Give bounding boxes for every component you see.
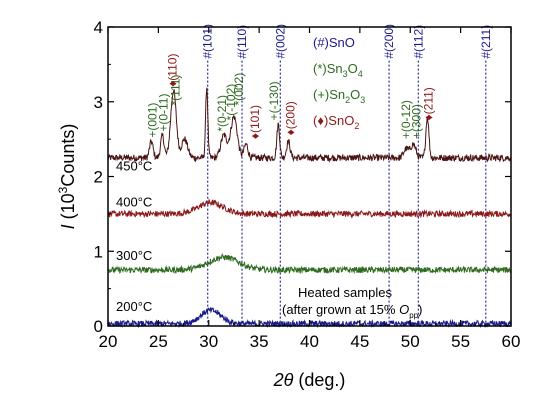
peak-annotation-4: ♦(110) (165, 54, 179, 87)
x-tick-label-2: 25 (149, 332, 168, 351)
x-tick-label-6: 45 (350, 332, 369, 351)
y-tick-label-5: 4 (94, 18, 103, 37)
reference-label-5: #(112) (411, 25, 425, 59)
reference-label-4: #(200) (382, 24, 396, 59)
legend-entry-1: (#)SnO (313, 35, 355, 50)
x-axis-title: 2θ (deg.) (273, 370, 346, 390)
peak-annotation-12: +(300) (409, 104, 423, 139)
series-line-1 (107, 87, 512, 163)
peak-annotation-11: +(0-12) (399, 100, 413, 139)
x-tick-label-1: 20 (99, 332, 118, 351)
x-tick-label-4: 35 (250, 332, 269, 351)
peak-annotation-6: *(-102) (224, 84, 238, 121)
series-line-2 (107, 198, 512, 219)
peak-annotation-2: +(0-11) (156, 94, 170, 132)
legend-entry-2: (*)Sn3O4 (313, 61, 363, 79)
temperature-label-1: 450°C (116, 159, 152, 174)
y-tick-label-3: 2 (94, 168, 103, 187)
x-tick-label-5: 40 (300, 332, 319, 351)
peak-annotation-5: *(0-21) (215, 95, 229, 132)
temperature-label-3: 300°C (116, 248, 152, 263)
x-tick-label-3: 30 (199, 332, 218, 351)
temperature-label-2: 400°C (116, 194, 152, 209)
peak-annotation-3: *(111) (169, 75, 183, 106)
peak-annotation-10: ♦(200) (283, 101, 297, 135)
peak-annotation-7: *(002) (232, 73, 246, 106)
peak-annotation-8: ♦(101) (248, 105, 262, 139)
x-tick-label-9: 60 (502, 332, 521, 351)
x-tick-label-8: 55 (451, 332, 470, 351)
y-axis-title: I (103Counts) (56, 124, 78, 230)
peak-annotation-9: +(-130) (267, 81, 281, 120)
peak-annotation-1: +(001) (145, 103, 159, 138)
reference-label-2: #(110) (235, 25, 249, 59)
note-line-1: Heated samples (298, 285, 392, 300)
y-tick-label-1: 0 (94, 317, 103, 336)
legend-entry-4: (♦)SnO2 (313, 113, 359, 131)
y-tick-label-4: 3 (94, 93, 103, 112)
reference-label-3: #(002) (273, 24, 287, 59)
temperature-label-4: 200°C (116, 299, 152, 314)
reference-label-1: #(101) (201, 24, 215, 59)
series-line-3 (107, 253, 512, 275)
peak-annotation-13: ♦(211) (421, 87, 435, 120)
x-tick-label-7: 50 (401, 332, 420, 351)
legend-entry-3: (+)Sn2O3 (313, 87, 365, 105)
y-tick-label-2: 1 (94, 242, 103, 261)
reference-label-6: #(211) (479, 25, 493, 59)
note-line-2: (after grown at 15% Opp) (282, 302, 422, 320)
